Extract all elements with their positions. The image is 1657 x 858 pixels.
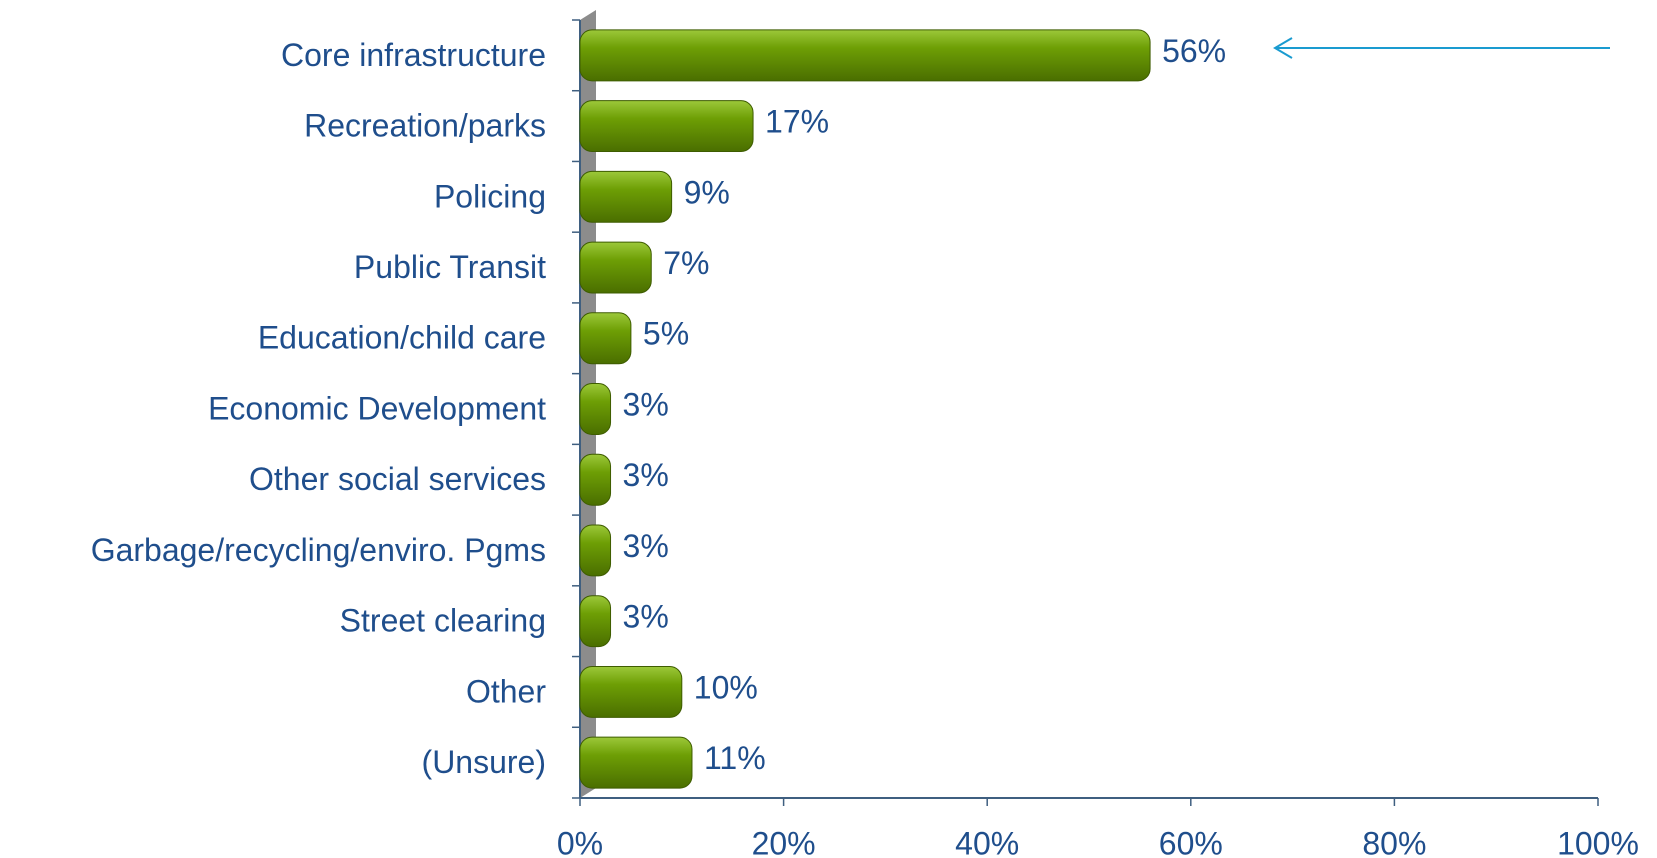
value-label: 17% — [765, 104, 829, 140]
y-tick-label: Core infrastructure — [281, 37, 546, 73]
y-tick-label: Other social services — [249, 461, 546, 497]
value-label: 5% — [643, 316, 689, 352]
value-label: 10% — [694, 669, 758, 705]
y-tick-label: Policing — [434, 178, 546, 214]
bar — [579, 383, 612, 435]
value-label: 3% — [623, 457, 669, 493]
y-tick-label: Other — [466, 673, 546, 709]
x-tick-label: 20% — [752, 825, 816, 858]
x-tick-label: 60% — [1159, 825, 1223, 858]
x-tick-label: 100% — [1557, 825, 1639, 858]
x-tick-label: 80% — [1362, 825, 1426, 858]
x-tick-label: 0% — [557, 825, 603, 858]
value-label: 3% — [623, 528, 669, 564]
y-tick-label: Recreation/parks — [304, 108, 546, 144]
value-label: 3% — [623, 386, 669, 422]
bar — [579, 453, 612, 506]
value-label: 7% — [663, 245, 709, 281]
bar — [579, 312, 632, 365]
y-tick-label: (Unsure) — [422, 744, 546, 780]
bar — [579, 524, 612, 577]
value-label: 3% — [623, 599, 669, 635]
bar — [579, 736, 693, 789]
bar — [579, 29, 1151, 82]
y-tick-label: Public Transit — [354, 249, 546, 285]
value-label: 11% — [704, 740, 766, 776]
bar — [579, 595, 612, 648]
arrow-head — [1273, 37, 1293, 59]
value-label: 56% — [1162, 33, 1226, 69]
y-tick-label: Garbage/recycling/enviro. Pgms — [91, 532, 546, 568]
bar — [579, 665, 683, 718]
y-tick-label: Education/child care — [258, 320, 546, 356]
y-tick-label: Street clearing — [340, 603, 546, 639]
bar — [579, 170, 673, 223]
bar — [579, 100, 754, 153]
bar — [579, 241, 652, 294]
x-tick-label: 40% — [955, 825, 1019, 858]
value-label: 9% — [684, 174, 730, 210]
y-tick-label: Economic Development — [208, 390, 546, 426]
